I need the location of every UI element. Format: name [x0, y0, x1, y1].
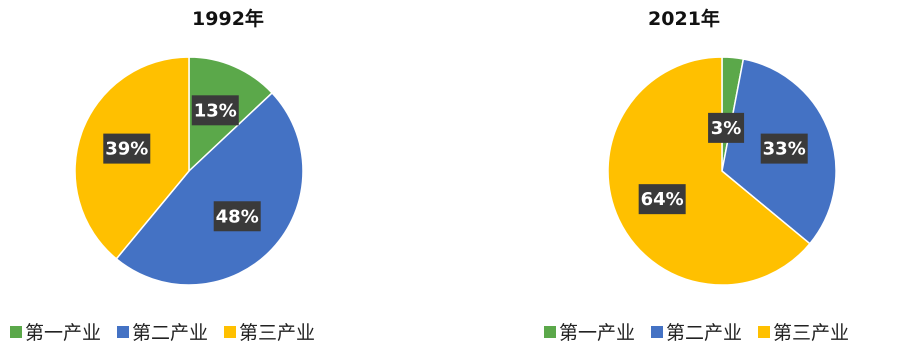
data-label-box — [103, 133, 151, 164]
data-label-text: 64% — [641, 189, 684, 210]
legend-label: 第一产业 — [25, 322, 102, 344]
legend-label: 第三产业 — [239, 322, 316, 344]
data-label-text: 3% — [711, 118, 742, 139]
legend-label: 第二产业 — [666, 322, 743, 344]
data-label-text: 33% — [763, 139, 806, 160]
legend-item-primary: 第一产业 — [10, 318, 101, 345]
data-label-text: 39% — [105, 139, 148, 160]
chart-title: 2021年 — [648, 8, 720, 30]
legend: 第一产业 第二产业 第三产业 — [10, 318, 315, 345]
legend-swatch — [10, 325, 22, 338]
pie-chart-1992: 1992年 13% 48% 39% 第一产业 第二产业 第三产业 — [0, 0, 456, 348]
pie-chart-2021: 2021年 3% 33% 64% 第一产业 第二产业 第三产业 — [456, 0, 912, 348]
legend-swatch — [651, 325, 664, 338]
data-label-secondary: 48% — [213, 201, 261, 232]
data-label-tertiary: 39% — [103, 133, 151, 164]
data-label-text: 48% — [216, 206, 259, 227]
chart-title: 1992年 — [192, 8, 264, 30]
data-label-primary: 3% — [708, 112, 745, 143]
data-label-secondary: 33% — [760, 133, 808, 164]
pie-svg: 13% 48% 39% — [74, 56, 304, 286]
data-label-box — [760, 133, 808, 164]
data-label-box — [708, 112, 745, 143]
slice-secondary — [115, 91, 304, 286]
legend-label: 第一产业 — [559, 322, 636, 344]
data-label-box — [638, 184, 686, 215]
slice-tertiary — [607, 56, 811, 286]
pie-svg: 3% 33% 64% — [607, 56, 837, 286]
data-label-box — [213, 201, 261, 232]
legend-swatch — [117, 325, 130, 338]
legend-item-primary: 第一产业 — [544, 318, 635, 345]
legend-item-secondary: 第二产业 — [117, 318, 208, 345]
legend-swatch — [224, 325, 237, 338]
data-label-box — [191, 95, 239, 126]
data-label-tertiary: 64% — [638, 184, 686, 215]
legend: 第一产业 第二产业 第三产业 — [544, 318, 849, 345]
legend-label: 第三产业 — [773, 322, 850, 344]
legend-swatch — [544, 325, 556, 338]
legend-item-tertiary: 第三产业 — [224, 318, 315, 345]
legend-item-tertiary: 第三产业 — [758, 318, 849, 345]
legend-label: 第二产业 — [132, 322, 209, 344]
data-label-text: 13% — [194, 100, 237, 121]
legend-item-secondary: 第二产业 — [651, 318, 742, 345]
legend-swatch — [758, 325, 771, 338]
data-label-primary: 13% — [191, 95, 239, 126]
